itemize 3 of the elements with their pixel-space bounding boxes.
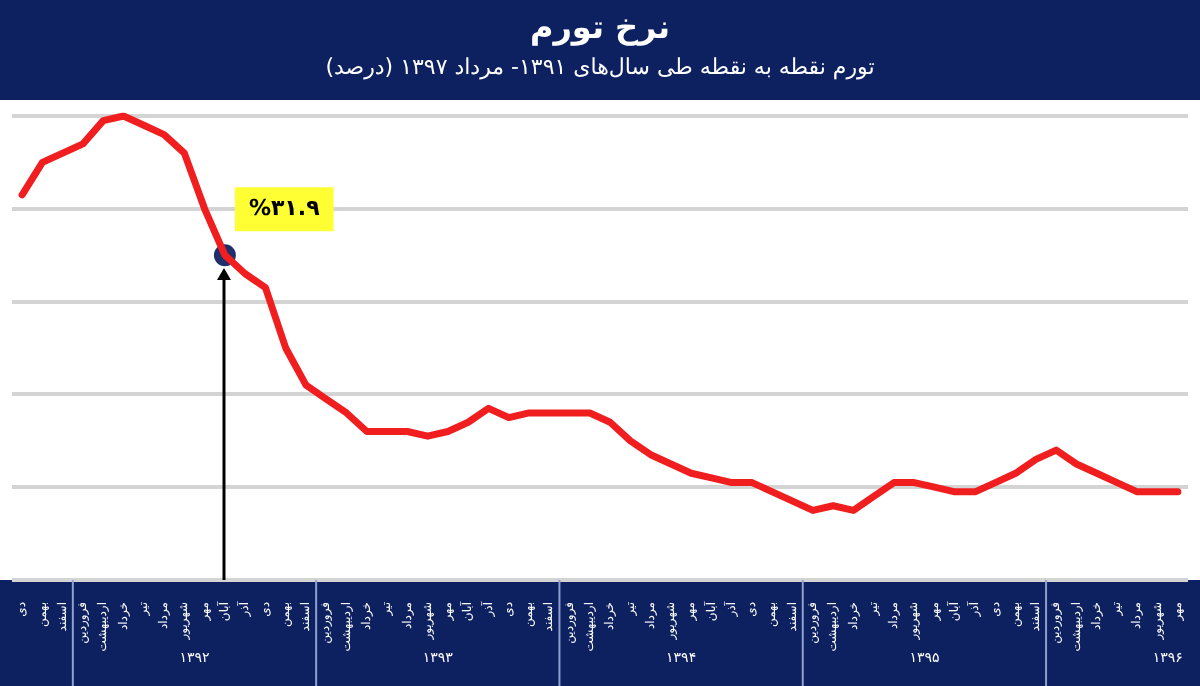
chart-subtitle: تورم نقطه به نقطه طی سال‌های ۱۳۹۱- مرداد ۱۳۹۷ (درصد) (323, 54, 877, 80)
chart-title: نرخ تورم (527, 6, 673, 46)
annotation: %۳۱.۹ (248, 194, 321, 221)
